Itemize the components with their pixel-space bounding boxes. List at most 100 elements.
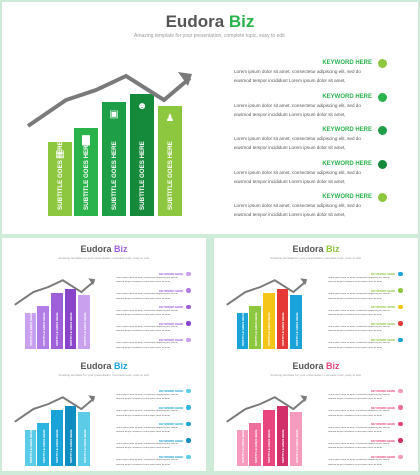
slide-subtitle: Amazing template for your presentation, … — [270, 256, 362, 260]
keyword-dot-icon — [186, 337, 191, 342]
keyword-label: KEYWORD HERE — [370, 455, 396, 460]
keyword-description-line1: Lorem ipsum dolor sit amet, consectetur … — [115, 426, 178, 429]
chart-bar — [276, 406, 289, 466]
keyword-description-line2: eiusmod tempor incididunt Lorem ipsum do… — [115, 346, 171, 349]
chart-bar — [24, 429, 37, 466]
keyword-description-line2: eiusmod tempor incididunt Lorem ipsum do… — [115, 398, 171, 401]
podium-icon: ▣ — [109, 108, 119, 120]
chart-bar — [51, 293, 63, 349]
keyword-description-line2: eiusmod tempor incididunt Lorem ipsum do… — [115, 297, 171, 300]
slide-title: Eudora Biz — [2, 244, 206, 254]
keyword-dot-icon — [398, 271, 403, 277]
keyword-dot-icon — [378, 59, 387, 68]
keyword-description-line2: eiusmod tempor incididunt Lorem ipsum do… — [234, 212, 346, 217]
keyword-dot-icon — [378, 126, 387, 135]
keyword-dot-icon — [398, 388, 403, 394]
keyword-description-line1: Lorem ipsum dolor sit amet, consectetur … — [327, 309, 390, 312]
keyword-description-line1: Lorem ipsum dolor sit amet, consectetur … — [115, 293, 178, 296]
trend-arrow-icon — [26, 72, 192, 128]
chart-bar — [236, 429, 249, 466]
title-part2: Biz — [114, 361, 128, 371]
keyword-description-line2: eiusmod tempor incididunt Lorem ipsum do… — [115, 281, 171, 284]
chart-bar — [249, 422, 262, 466]
title-part1: Eudora — [80, 361, 112, 371]
thumbnail-blue[interactable]: Eudora Biz Amazing template for your pres… — [2, 355, 206, 471]
keyword-description-line2: eiusmod tempor incididunt Lorem ipsum do… — [327, 414, 383, 417]
chart-bar — [37, 305, 50, 349]
slide-subtitle: Amazing template for your presentation, … — [58, 373, 150, 377]
keyword-description-line2: eiusmod tempor incididunt Lorem ipsum do… — [234, 78, 346, 83]
chart-bar — [102, 102, 126, 216]
keyword-label: KEYWORD HERE — [158, 305, 184, 310]
title-part1: Eudora — [292, 361, 324, 371]
keyword-dot-icon — [398, 405, 403, 410]
keyword-description-line1: Lorem ipsum dolor sit amet, consectetur … — [327, 342, 390, 345]
keyword-label: KEYWORD HERE — [370, 288, 396, 293]
title-part2: Biz — [228, 12, 255, 31]
keyword-description-line1: Lorem ipsum dolor sit amet, consectetur … — [234, 69, 361, 74]
user-settings-icon: ☻ — [136, 100, 148, 112]
chart-bar — [263, 410, 275, 466]
thumbnail-multicolor[interactable]: Eudora Biz Amazing template for your pres… — [214, 238, 418, 356]
chart-bar — [263, 293, 275, 349]
keyword-description-line2: eiusmod tempor incididunt Lorem ipsum do… — [327, 463, 383, 466]
keyword-description-line2: eiusmod tempor incididunt Lorem ipsum do… — [327, 398, 383, 401]
trend-line — [226, 396, 307, 423]
keyword-label: KEYWORD HERE — [158, 272, 184, 277]
keyword-dot-icon — [186, 271, 191, 277]
keyword-description-line1: Lorem ipsum dolor sit amet, consectetur … — [115, 342, 178, 345]
keyword-dot-icon — [398, 321, 403, 326]
chart-bar — [158, 106, 182, 216]
keyword-description-line1: Lorem ipsum dolor sit amet, consectetur … — [327, 459, 390, 462]
keyword-description-line1: Lorem ipsum dolor sit amet, consectetur … — [327, 426, 390, 429]
keyword-label: KEYWORD HERE — [370, 422, 396, 427]
keyword-label: KEYWORD HERE — [322, 127, 372, 133]
keyword-description-line1: Lorem ipsum dolor sit amet, consectetur … — [115, 393, 178, 396]
keyword-label: KEYWORD HERE — [370, 405, 396, 410]
keyword-dot-icon — [398, 288, 403, 293]
slide-subtitle: Amazing template for your presentation, … — [270, 373, 362, 377]
trend-arrow-icon — [226, 278, 308, 306]
keyword-label: KEYWORD HERE — [158, 405, 184, 410]
keyword-description-line1: Lorem ipsum dolor sit amet, consectetur … — [327, 326, 390, 329]
main-slide[interactable]: Eudora Biz Amazing template for your pre… — [2, 2, 418, 234]
arrowhead — [178, 72, 192, 86]
trend-arrow-icon — [14, 395, 96, 423]
title-part2: Biz — [326, 244, 340, 254]
trend-arrow-icon — [226, 395, 308, 423]
keyword-label: KEYWORD HERE — [370, 389, 396, 394]
title-part1: Eudora — [292, 244, 324, 254]
keyword-dot-icon — [186, 405, 191, 410]
keyword-description-line2: eiusmod tempor incididunt Lorem ipsum do… — [234, 111, 346, 117]
keyword-description-line1: Lorem ipsum dolor sit amet, consectetur … — [115, 459, 178, 462]
keyword-description-line2: eiusmod tempor incididunt Lorem ipsum do… — [115, 431, 171, 434]
keyword-label: KEYWORD HERE — [322, 60, 372, 66]
chart-bar — [78, 294, 91, 349]
keyword-label: KEYWORD HERE — [158, 438, 184, 443]
keyword-label: KEYWORD HERE — [158, 288, 184, 293]
keyword-dot-icon — [398, 304, 403, 310]
trend-line — [14, 396, 95, 423]
keyword-dot-icon — [398, 438, 403, 443]
chart-bar — [37, 422, 50, 466]
thumbnail-pink[interactable]: Eudora Biz Amazing template for your pres… — [214, 355, 418, 471]
slide-subtitle: Amazing template for your presentation, … — [133, 33, 287, 39]
slide-title: Eudora Biz — [214, 361, 418, 371]
arrowhead — [300, 278, 308, 286]
keyword-description-line1: Lorem ipsum dolor sit amet, consectetur … — [234, 136, 361, 141]
keyword-description-line2: eiusmod tempor incididunt Lorem ipsum do… — [234, 178, 346, 184]
chart-bar — [290, 411, 303, 466]
keyword-description-line2: eiusmod tempor incididunt Lorem ipsum do… — [115, 330, 171, 333]
keyword-description-line1: Lorem ipsum dolor sit amet, consectetur … — [327, 443, 390, 446]
keyword-dot-icon — [186, 438, 191, 443]
keyword-description-line2: eiusmod tempor incididunt Lorem ipsum do… — [115, 414, 171, 417]
chart-bar — [51, 410, 63, 466]
keyword-dot-icon — [378, 193, 387, 202]
keyword-label: KEYWORD HERE — [370, 438, 396, 443]
chart-bar — [249, 305, 262, 349]
chart-bar — [64, 289, 77, 349]
thumbnail-purple[interactable]: Eudora Biz Amazing template for your pres… — [2, 238, 206, 356]
keyword-label: KEYWORD HERE — [158, 338, 184, 343]
chart-bar — [74, 128, 98, 216]
keyword-dot-icon — [398, 454, 403, 459]
